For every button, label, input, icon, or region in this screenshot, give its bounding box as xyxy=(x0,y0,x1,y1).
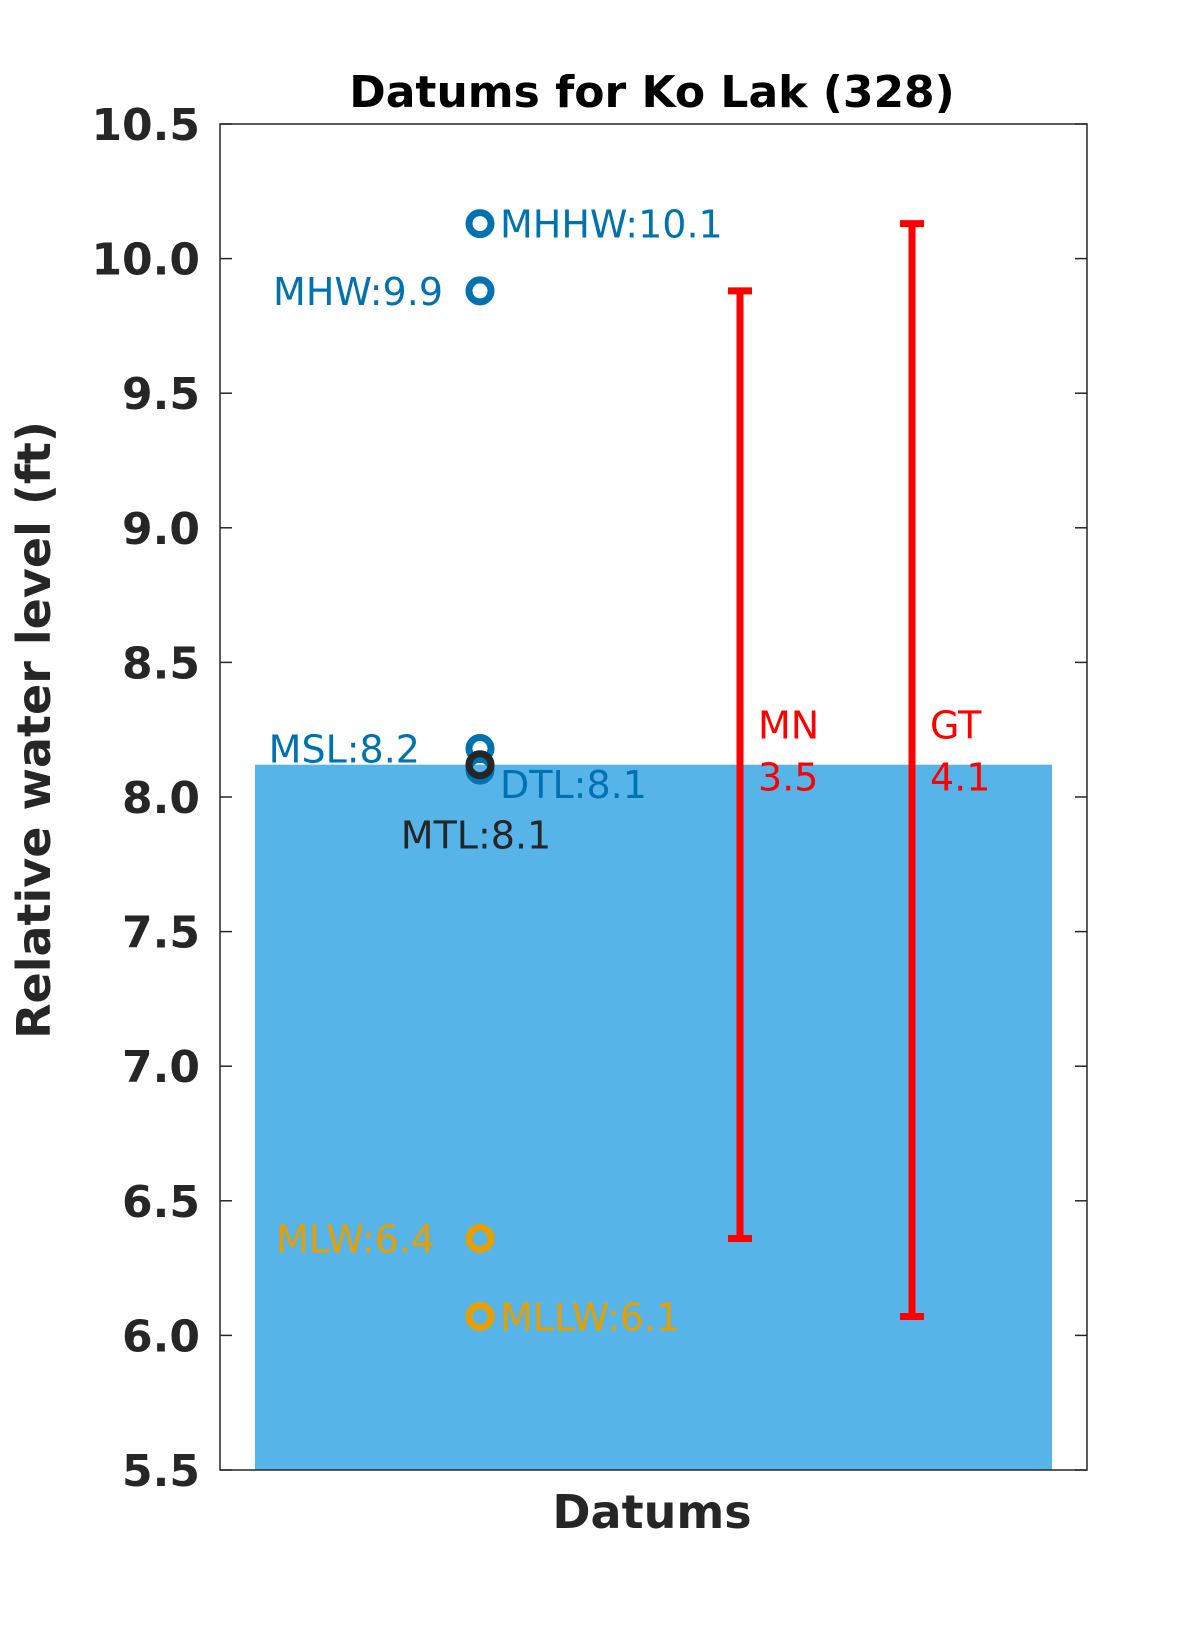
chart-title: Datums for Ko Lak (328) xyxy=(349,67,955,118)
y-tick-label: 5.5 xyxy=(122,1446,200,1497)
y-tick-label: 7.5 xyxy=(122,908,200,959)
datum-label-dtl: DTL:8.1 xyxy=(500,763,647,807)
y-tick-label: 9.5 xyxy=(122,369,200,420)
y-tick-label: 7.0 xyxy=(122,1042,200,1093)
y-tick-label: 6.0 xyxy=(122,1311,200,1362)
y-tick-label: 9.0 xyxy=(122,504,200,555)
datum-bar xyxy=(255,764,1052,1470)
datum-label-mlw: MLW:6.4 xyxy=(276,1217,435,1261)
datum-label-mhhw: MHHW:10.1 xyxy=(500,203,723,247)
datum-marker-mllw xyxy=(465,1302,495,1332)
datum-label-mtl: MTL:8.1 xyxy=(401,814,551,858)
y-tick-label: 10.5 xyxy=(91,100,200,151)
datum-marker-mhw xyxy=(465,276,495,306)
y-tick-label: 6.5 xyxy=(122,1177,200,1228)
y-tick-label: 8.0 xyxy=(122,773,200,824)
datum-label-mllw: MLLW:6.1 xyxy=(500,1296,680,1340)
datum-label-mhw: MHW:9.9 xyxy=(273,270,443,314)
y-tick-label: 10.0 xyxy=(91,235,200,286)
plot-area: 5.5 6.0 6.5 7.0 7.5 8.0 8.5 9.0 9.5 10.0 10.5 MHHW:… xyxy=(91,100,1088,1497)
datum-label-msl: MSL:8.2 xyxy=(269,728,420,772)
y-tick-label: 8.5 xyxy=(122,638,200,689)
x-axis-label: Datums xyxy=(552,1485,751,1539)
datum-marker-mtl xyxy=(465,750,495,780)
range-label-mn: MN xyxy=(758,704,819,748)
range-value-mn: 3.5 xyxy=(758,756,818,800)
datum-marker-mhhw xyxy=(465,209,495,239)
datum-marker-mlw xyxy=(465,1223,495,1253)
range-label-gt: GT xyxy=(930,704,982,748)
range-value-gt: 4.1 xyxy=(930,756,990,800)
y-axis-label: Relative water level (ft) xyxy=(7,421,61,1039)
